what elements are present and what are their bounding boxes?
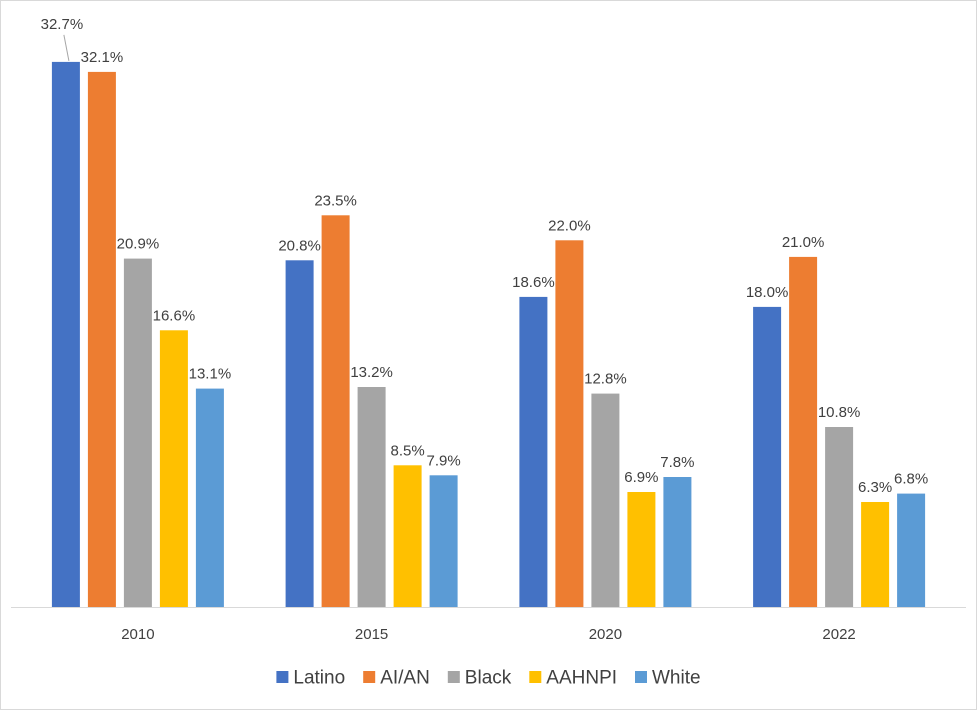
- data-label-aahnpi-2010: 16.6%: [153, 307, 196, 324]
- x-tick-labels: 2010 2015 2020 2022: [121, 626, 856, 643]
- bar-white-2022: [897, 493, 926, 607]
- data-label-white-2022: 6.8%: [894, 471, 928, 488]
- legend-label-latino: Latino: [293, 668, 345, 689]
- x-tick-label-2015: 2015: [355, 626, 388, 643]
- legend-label-ai-an: AI/AN: [380, 668, 430, 689]
- data-label-ai-an-2015: 23.5%: [314, 192, 357, 209]
- legend: Latino AI/AN Black AAHNPI White: [276, 668, 701, 689]
- data-label-latino-2015: 20.8%: [278, 237, 321, 254]
- bar-latino-2015: [285, 260, 314, 607]
- data-label-black-2015: 13.2%: [350, 364, 393, 381]
- bar-black-2020: [591, 393, 620, 607]
- data-label-latino-2020: 18.6%: [512, 274, 555, 291]
- data-label-aahnpi-2020: 6.9%: [624, 469, 658, 486]
- bar-aahnpi-2022: [861, 502, 890, 607]
- bar-latino-2020: [519, 296, 548, 607]
- bar-black-2022: [825, 427, 854, 607]
- x-tick-label-2010: 2010: [121, 626, 154, 643]
- bar-aahnpi-2020: [627, 492, 656, 607]
- data-label-ai-an-2022: 21.0%: [782, 234, 825, 251]
- data-label-white-2015: 7.9%: [426, 452, 460, 469]
- data-label-black-2010: 20.9%: [117, 236, 160, 253]
- bar-ai-an-2015: [321, 215, 350, 608]
- legend-item-latino: Latino: [276, 668, 345, 689]
- legend-label-black: Black: [465, 668, 512, 689]
- x-tick-label-2020: 2020: [589, 626, 622, 643]
- legend-swatch-ai-an: [363, 671, 376, 683]
- bar-ai-an-2020: [555, 240, 584, 608]
- data-label-white-2010: 13.1%: [189, 366, 232, 383]
- bars-layer: [51, 61, 926, 608]
- legend-swatch-aahnpi: [529, 671, 542, 683]
- bar-black-2015: [357, 387, 386, 607]
- bar-white-2015: [429, 475, 458, 607]
- legend-item-ai-an: AI/AN: [363, 668, 430, 689]
- bar-white-2010: [195, 388, 224, 607]
- bar-latino-2010: [51, 61, 80, 607]
- legend-swatch-black: [447, 671, 460, 683]
- data-label-black-2022: 10.8%: [818, 404, 861, 421]
- x-tick-label-2022: 2022: [822, 626, 855, 643]
- legend-item-aahnpi: AAHNPI: [529, 668, 617, 689]
- bar-ai-an-2022: [789, 256, 818, 607]
- data-label-ai-an-2010: 32.1%: [81, 49, 124, 66]
- legend-swatch-latino: [276, 671, 289, 683]
- data-label-aahnpi-2015: 8.5%: [390, 442, 424, 459]
- data-label-latino-2010: 32.7%: [41, 16, 84, 33]
- bar-black-2010: [123, 258, 152, 607]
- data-labels-layer: 32.7% 32.1% 20.9% 16.6% 13.1% 20.8% 23.5% 13.2%…: [41, 16, 929, 496]
- legend-label-aahnpi: AAHNPI: [546, 668, 617, 689]
- leader-lines-layer: [63, 34, 70, 61]
- legend-swatch-white: [635, 671, 647, 683]
- legend-item-white: White: [635, 668, 701, 689]
- bar-white-2020: [663, 477, 692, 607]
- data-label-aahnpi-2022: 6.3%: [858, 479, 892, 496]
- bar-aahnpi-2010: [159, 330, 188, 607]
- data-label-white-2020: 7.8%: [660, 454, 694, 471]
- legend-label-white: White: [652, 668, 701, 689]
- bar-ai-an-2010: [87, 71, 116, 607]
- data-label-latino-2022: 18.0%: [746, 284, 789, 301]
- legend-item-black: Black: [447, 668, 512, 689]
- bar-aahnpi-2015: [393, 465, 422, 607]
- bar-latino-2022: [753, 306, 782, 607]
- data-label-ai-an-2020: 22.0%: [548, 217, 591, 234]
- data-label-black-2020: 12.8%: [584, 371, 627, 388]
- leader-line-latino-2010: [63, 34, 70, 61]
